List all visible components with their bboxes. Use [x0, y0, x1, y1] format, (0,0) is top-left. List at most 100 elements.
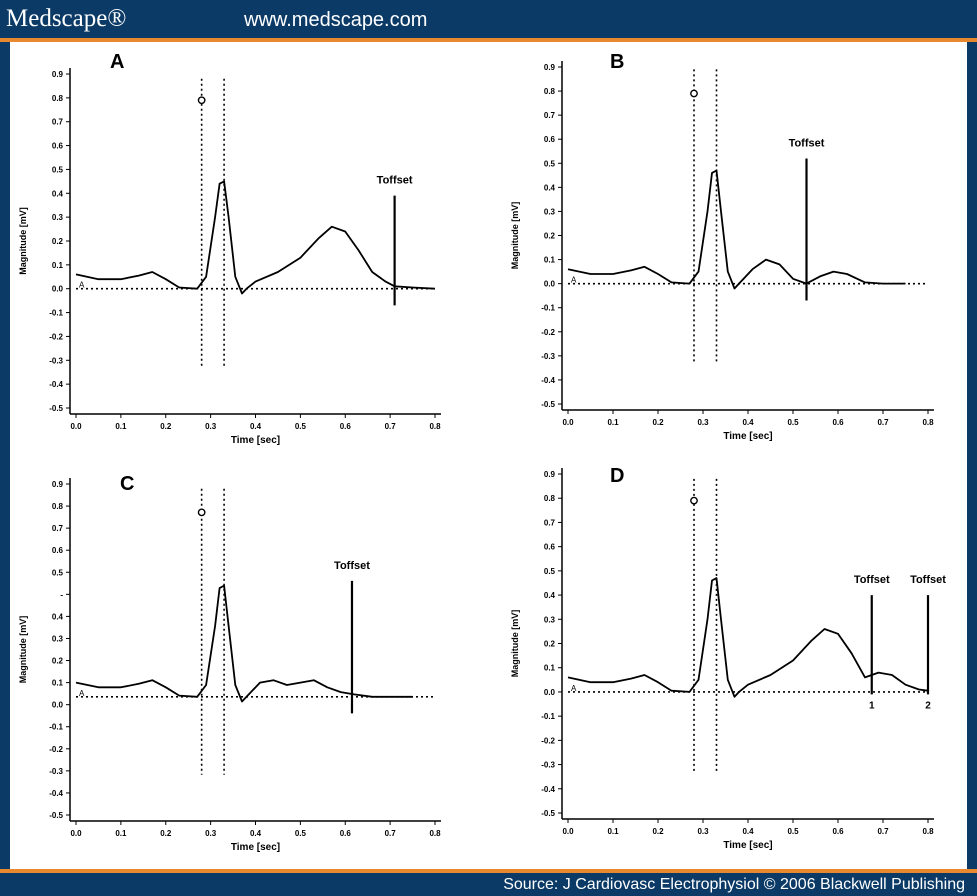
panel-c-x-tick-label: 0.0: [70, 829, 82, 838]
panel-d-y-axis-title: Magnitude [mV]: [510, 610, 520, 678]
panel-a-label: A: [110, 51, 124, 73]
panel-d-x-tick-label: 0.7: [877, 827, 889, 836]
panel-a-toffset-label: Toffset: [377, 175, 413, 187]
panel-d-x-tick-label: 0.3: [697, 827, 709, 836]
panel-d-ecg-trace: [567, 577, 929, 698]
panel-c-x-tick-label: 0.4: [250, 829, 262, 838]
panel-c-y-tick-label: 0.0: [52, 701, 64, 710]
panel-a-y-tick-label: 0.4: [52, 189, 64, 198]
panel-a-y-tick-label: 0.1: [52, 261, 64, 270]
panel-c-y-tick-label: -0.2: [49, 745, 63, 754]
panel-c-x-tick-label: 0.2: [160, 829, 172, 838]
panel-a-y-tick-label: 0.7: [52, 118, 64, 127]
panel-a-x-tick-label: 0.5: [295, 422, 307, 431]
panel-d-x-tick-label: 0.5: [787, 827, 799, 836]
panel-c-y-tick-label: 0.7: [52, 524, 64, 533]
panel-d-toffset-index: 1: [869, 700, 875, 711]
panel-b-x-tick-label: 0.3: [697, 418, 709, 427]
panel-b-onset-marker: [690, 89, 698, 98]
panel-a-y-tick-label: -0.5: [49, 404, 63, 413]
panel-a-y-tick-label: 0.0: [52, 285, 64, 294]
panel-a-x-tick-label: 0.2: [160, 422, 172, 431]
panel-d-x-tick-label: 0.1: [607, 827, 619, 836]
panel-a-y-tick-label: -0.4: [49, 380, 63, 389]
panel-d-y-tick-label: 0.1: [544, 664, 556, 673]
panel-c-baseline-label: A: [79, 689, 85, 698]
panel-d-y-tick-label: 0.8: [544, 494, 556, 503]
panel-d-baseline-label: A: [571, 684, 577, 693]
source-credit: Source: J Cardiovasc Electrophysiol © 20…: [503, 876, 965, 893]
panel-d-y-tick-label: 0.2: [544, 640, 556, 649]
panel-b-y-tick-label: 0.1: [544, 256, 556, 265]
medscape-logo[interactable]: Medscape®: [6, 5, 127, 32]
panel-c-x-axis-title: Time [sec]: [231, 842, 280, 853]
panel-c-y-axis-title: Magnitude [mV]: [18, 616, 28, 684]
panel-b-x-tick-label: 0.4: [742, 418, 754, 427]
panel-b-y-tick-label: 0.8: [544, 87, 556, 96]
header-bar: Medscape® www.medscape.com: [0, 0, 977, 38]
site-url[interactable]: www.medscape.com: [244, 9, 428, 31]
panel-b-y-tick-label: 0.3: [544, 207, 556, 216]
panel-c-x-tick-label: 0.6: [340, 829, 352, 838]
panel-d-label: D: [610, 465, 624, 487]
panel-a-x-tick-label: 0.4: [250, 422, 262, 431]
panel-c-y-tick-label: 0.3: [52, 634, 64, 643]
panel-c-y-tick-label: 0.6: [52, 546, 64, 555]
panel-a-y-tick-label: 0.3: [52, 213, 64, 222]
panel-d-y-tick-label: 0.7: [544, 518, 556, 527]
panel-c-y-tick-label: -0.3: [49, 767, 63, 776]
figure-content: A 0.9 0.8 0.7 0.6 0.5 0.4 0.3 0.2 0.1 0.0 -0.1 -0.2 -…: [10, 42, 967, 869]
panel-b-toffset-label: Toffset: [789, 137, 825, 149]
panel-b-y-axis-title: Magnitude [mV]: [510, 202, 520, 270]
panel-b-ecg-trace: [567, 169, 906, 290]
panel-c-y-tick-label: 0.2: [52, 657, 64, 666]
panel-a-y-tick-label: 0.6: [52, 142, 64, 151]
panel-b-x-tick-label: 0.1: [607, 418, 619, 427]
panel-d-y-tick-label: -0.5: [541, 809, 555, 818]
ecg-panels: A 0.9 0.8 0.7 0.6 0.5 0.4 0.3 0.2 0.1 0.0 -0.1 -0.2 -…: [18, 51, 946, 853]
panel-d-y-tick-label: 0.0: [544, 688, 556, 697]
panel-d-y-tick-label: -0.2: [541, 736, 555, 745]
panel-a-x-tick-label: 0.3: [205, 422, 217, 431]
panel-d-x-tick-label: 0.6: [832, 827, 844, 836]
panel-d-y-tick-label: -0.1: [541, 712, 555, 721]
panel-b-baseline-label: A: [571, 276, 577, 285]
panel-c-y-tick-label: 0.9: [52, 480, 64, 489]
panel-d-y-tick-label: 0.6: [544, 543, 556, 552]
panel-c-y-tick-label: 0.4: [52, 612, 64, 621]
panel-a-baseline-label: A: [79, 281, 85, 290]
panel-a-x-tick-label: 0.0: [70, 422, 82, 431]
panel-d-x-tick-label: 0.0: [562, 827, 574, 836]
panel-a-y-tick-label: -0.2: [49, 332, 63, 341]
accent-stripe-top: [0, 38, 977, 42]
panel-d-toffset-index: 2: [925, 700, 931, 711]
panel-a-y-tick-label: 0.2: [52, 237, 64, 246]
panel-b-y-tick-label: 0.5: [544, 159, 556, 168]
panel-a-x-tick-label: 0.7: [385, 422, 397, 431]
panel-a-y-tick-label: -0.3: [49, 356, 63, 365]
footer-bar: Source: J Cardiovasc Electrophysiol © 20…: [0, 873, 977, 896]
panel-a-y-tick-label: 0.9: [52, 70, 64, 79]
panel-d-y-tick-label: 0.5: [544, 567, 556, 576]
panel-a-y-axis-title: Magnitude [mV]: [18, 207, 28, 275]
panel-d-y-tick-label: 0.3: [544, 615, 556, 624]
panel-a-onset-marker: [197, 96, 206, 105]
panel-b-y-tick-label: 0.0: [544, 280, 556, 289]
panel-b-y-tick-label: -0.2: [541, 328, 555, 337]
panel-c-x-tick-label: 0.3: [205, 829, 217, 838]
panel-b-y-tick-label: -0.1: [541, 304, 555, 313]
panel-b-y-tick-label: 0.2: [544, 232, 556, 241]
panel-a-x-tick-label: 0.1: [115, 422, 127, 431]
panel-b-y-tick-label: -0.5: [541, 400, 555, 409]
panel-c-y-tick-label: -0.5: [49, 811, 63, 820]
panel-a-y-tick-label: 0.8: [52, 94, 64, 103]
panel-d-x-axis-title: Time [sec]: [723, 840, 772, 851]
panel-c-x-tick-label: 0.1: [115, 829, 127, 838]
panel-c-onset-marker: [197, 508, 206, 517]
panel-b-x-axis-title: Time [sec]: [723, 431, 772, 442]
panel-a-x-tick-label: 0.6: [340, 422, 352, 431]
panel-b-x-tick-label: 0.7: [877, 418, 889, 427]
panel-d-y-tick-label: -0.4: [541, 785, 555, 794]
panel-d-x-tick-label: 0.4: [742, 827, 754, 836]
